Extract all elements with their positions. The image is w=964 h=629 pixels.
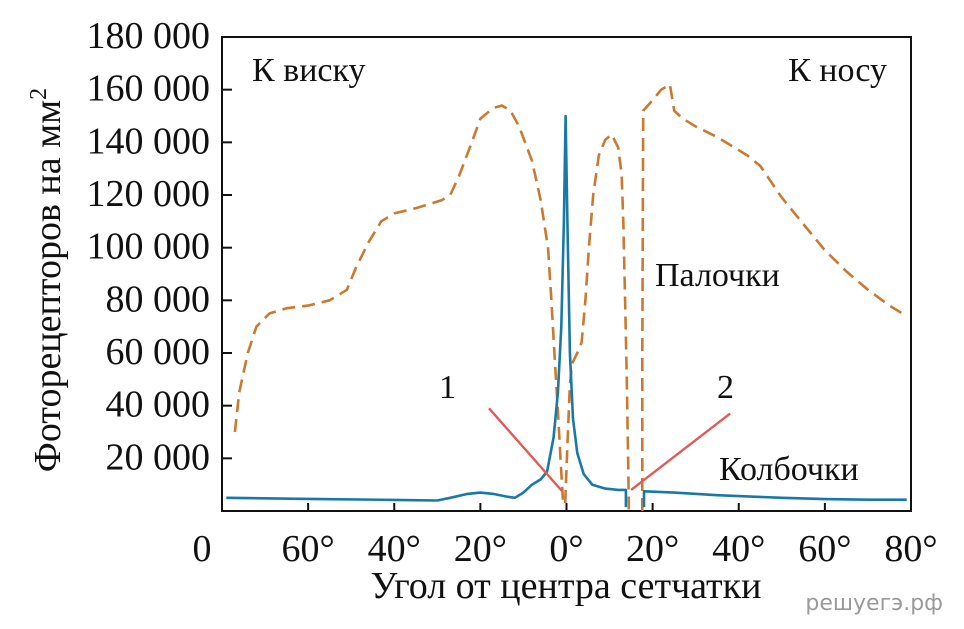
y-axis-label-superscript: 2: [26, 88, 52, 100]
y-tick-label: 40 000: [106, 384, 211, 426]
marker-1-label: 1: [439, 369, 456, 406]
cones-line-segment: [642, 490, 907, 508]
watermark: решуегэ.рф: [805, 591, 943, 616]
x-tick-label: 20°: [626, 528, 679, 570]
x-tick-label: 60°: [798, 528, 851, 570]
y-tick-label: 120 000: [87, 173, 211, 215]
x-tick-label: 0: [193, 528, 212, 570]
pointer-line-1: [488, 407, 564, 493]
y-tick-label: 180 000: [87, 15, 211, 57]
annotation-nose: К носу: [788, 52, 887, 89]
x-axis-label: Угол от центра сетчатки: [371, 565, 762, 607]
x-tick-label: 40°: [368, 528, 421, 570]
y-tick-label: 160 000: [87, 68, 211, 110]
marker-2-label: 2: [717, 369, 734, 406]
rods-line-segment: [563, 133, 631, 512]
cones-line-segment: [226, 114, 628, 508]
y-axis-label-text: Фоторецепторов на мм: [27, 100, 69, 472]
annotation-rods: Палочки: [655, 257, 780, 294]
y-tick-label: 60 000: [106, 331, 211, 373]
rods-line-segment: [233, 104, 565, 504]
x-tick-label: 80°: [884, 528, 937, 570]
pointer-line-2: [630, 412, 731, 491]
x-tick-label: 20°: [454, 528, 507, 570]
y-axis-label: Фоторецепторов на мм2: [26, 88, 69, 472]
y-tick-label: 100 000: [87, 226, 211, 268]
y-tick-label: 140 000: [87, 120, 211, 162]
y-axis-ticks: 180 000 160 000 140 000 120 000 100 000 80 00…: [87, 15, 232, 478]
annotation-temple: К виску: [252, 52, 366, 89]
y-tick-label: 80 000: [106, 278, 211, 320]
cones-series: [226, 114, 907, 508]
pointer-lines: [488, 407, 731, 493]
x-tick-label: 60°: [282, 528, 335, 570]
x-tick-label: 0°: [549, 528, 583, 570]
series-layer: [226, 83, 907, 512]
x-tick-label: 40°: [712, 528, 765, 570]
rods-line-segment: [641, 83, 904, 511]
rods-series: [233, 83, 904, 512]
y-tick-label: 20 000: [106, 436, 211, 478]
annotation-cones: Колбочки: [719, 451, 859, 488]
x-axis-ticks: 0 60° 40° 20° 0° 20° 40° 60° 80°: [193, 503, 938, 570]
